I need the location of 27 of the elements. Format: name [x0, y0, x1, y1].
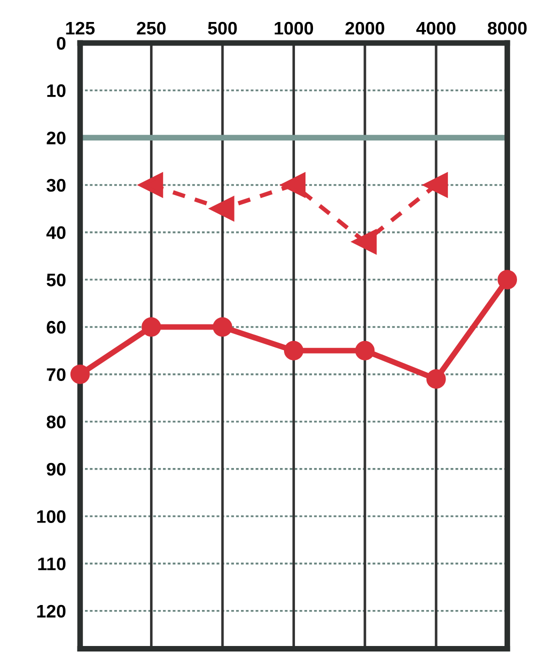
x-tick-label: 8000 [488, 22, 527, 35]
x-tick-label: 250 [136, 22, 166, 35]
y-tick-label: 120 [37, 604, 66, 618]
y-tick-label: 50 [46, 274, 66, 286]
y-tick-label: 90 [46, 462, 66, 476]
point [70, 364, 90, 384]
x-tick-label: 2000 [345, 22, 384, 35]
y-tick-label: 20 [46, 132, 66, 144]
point [284, 340, 304, 360]
y-tick-label: 40 [46, 226, 66, 240]
point [426, 369, 446, 389]
y-tick-label: 0 [56, 36, 66, 50]
point [355, 340, 375, 360]
y-tick-label: 60 [46, 320, 66, 334]
y-tick-label: 70 [46, 368, 66, 382]
y-tick-label: 30 [46, 178, 66, 192]
y-tick-label: 80 [46, 416, 66, 428]
y-tick-label: 110 [38, 558, 66, 570]
x-tick-label: 500 [208, 22, 237, 35]
y-tick-label: 100 [37, 510, 66, 523]
x-tick-label: 4000 [416, 22, 456, 35]
y-tick-label: 10 [47, 84, 66, 98]
point [142, 317, 162, 337]
x-tick-label: 1000 [274, 22, 314, 35]
point [498, 270, 518, 290]
x-tick-label: 125 [66, 22, 95, 35]
point [212, 317, 232, 337]
